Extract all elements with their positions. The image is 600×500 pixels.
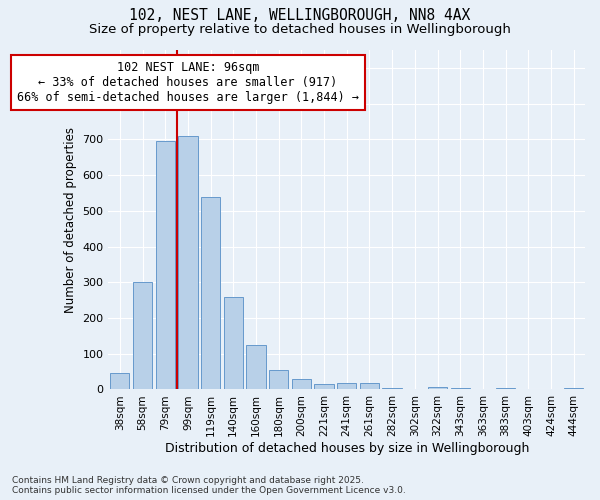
Bar xyxy=(155,141,175,390)
Bar xyxy=(451,388,470,390)
Bar xyxy=(428,386,447,390)
Y-axis label: Number of detached properties: Number of detached properties xyxy=(64,126,77,312)
Bar xyxy=(178,136,197,390)
Text: 102 NEST LANE: 96sqm
← 33% of detached houses are smaller (917)
66% of semi-deta: 102 NEST LANE: 96sqm ← 33% of detached h… xyxy=(17,60,359,104)
Bar xyxy=(473,388,493,390)
Bar xyxy=(201,196,220,390)
X-axis label: Distribution of detached houses by size in Wellingborough: Distribution of detached houses by size … xyxy=(164,442,529,455)
Bar xyxy=(247,345,266,390)
Text: Size of property relative to detached houses in Wellingborough: Size of property relative to detached ho… xyxy=(89,22,511,36)
Bar xyxy=(269,370,289,390)
Bar xyxy=(292,380,311,390)
Bar xyxy=(382,388,402,390)
Bar xyxy=(564,388,583,390)
Bar xyxy=(133,282,152,390)
Bar xyxy=(224,296,243,390)
Bar xyxy=(496,388,515,390)
Bar xyxy=(337,384,356,390)
Bar xyxy=(405,388,424,390)
Text: 102, NEST LANE, WELLINGBOROUGH, NN8 4AX: 102, NEST LANE, WELLINGBOROUGH, NN8 4AX xyxy=(130,8,470,22)
Bar xyxy=(314,384,334,390)
Text: Contains HM Land Registry data © Crown copyright and database right 2025.
Contai: Contains HM Land Registry data © Crown c… xyxy=(12,476,406,495)
Bar xyxy=(360,383,379,390)
Bar xyxy=(110,374,130,390)
